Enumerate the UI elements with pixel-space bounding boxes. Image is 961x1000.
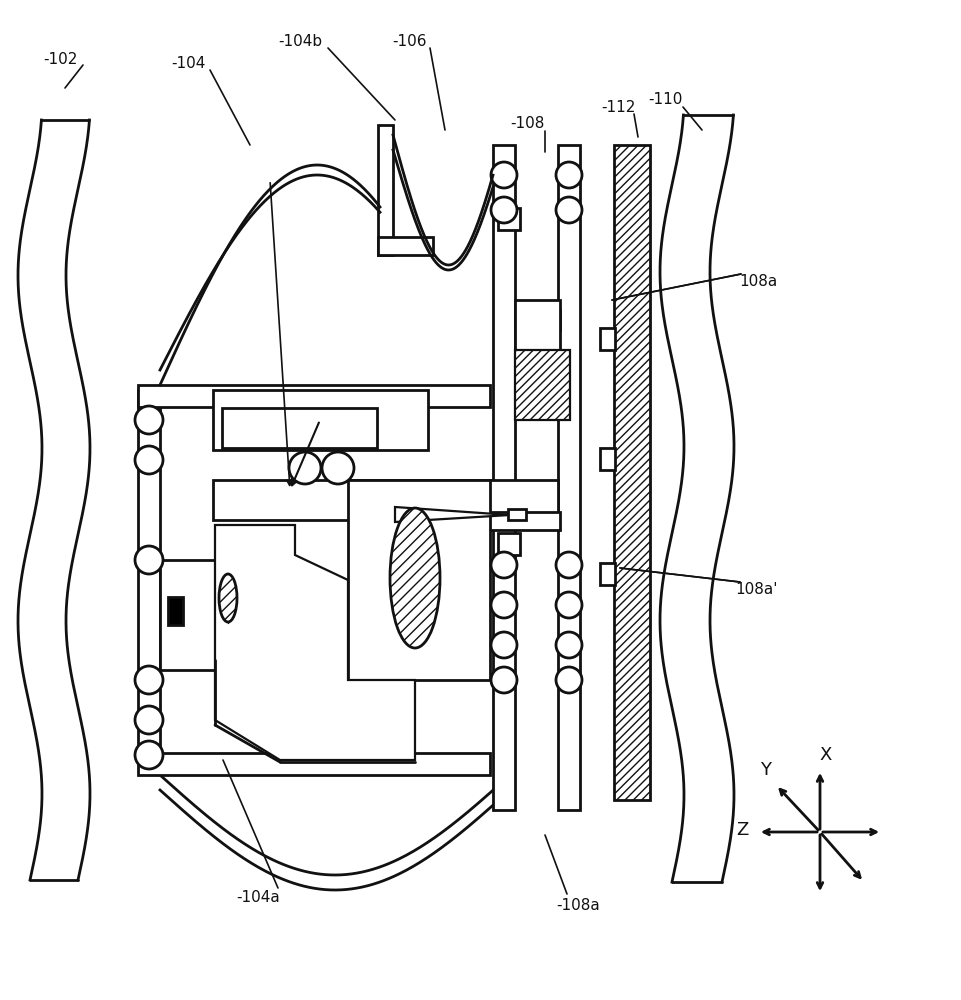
- Bar: [160, 560, 214, 670]
- Circle shape: [555, 197, 581, 223]
- Text: -108a: -108a: [555, 898, 600, 912]
- Circle shape: [135, 546, 162, 574]
- Bar: [212, 390, 428, 450]
- Bar: [613, 145, 650, 800]
- Circle shape: [555, 162, 581, 188]
- Circle shape: [135, 446, 162, 474]
- Bar: [600, 328, 614, 350]
- Circle shape: [555, 667, 581, 693]
- Bar: [212, 480, 557, 520]
- Circle shape: [555, 552, 581, 578]
- Bar: [514, 310, 559, 330]
- Bar: [498, 533, 520, 555]
- Bar: [492, 145, 514, 810]
- Text: -104: -104: [171, 55, 205, 70]
- Circle shape: [135, 666, 162, 694]
- Text: 108a': 108a': [735, 582, 777, 597]
- Ellipse shape: [389, 508, 439, 648]
- Bar: [137, 390, 160, 760]
- Text: -102: -102: [43, 52, 77, 68]
- Circle shape: [322, 452, 354, 484]
- Bar: [430, 512, 559, 530]
- Text: X: X: [819, 746, 831, 764]
- Circle shape: [490, 552, 516, 578]
- Bar: [378, 237, 432, 255]
- Ellipse shape: [219, 574, 236, 622]
- Bar: [507, 509, 526, 520]
- Circle shape: [490, 667, 516, 693]
- Bar: [348, 480, 489, 680]
- Circle shape: [490, 162, 516, 188]
- Polygon shape: [395, 507, 509, 522]
- Text: -108: -108: [509, 115, 544, 130]
- Text: -106: -106: [392, 34, 427, 49]
- Polygon shape: [214, 525, 414, 760]
- Bar: [137, 385, 489, 407]
- Bar: [222, 408, 377, 448]
- Bar: [600, 448, 614, 470]
- Text: -104a: -104a: [235, 890, 280, 906]
- Bar: [557, 145, 579, 810]
- Bar: [168, 597, 183, 625]
- Bar: [514, 300, 559, 350]
- Circle shape: [490, 632, 516, 658]
- Circle shape: [135, 741, 162, 769]
- Circle shape: [135, 706, 162, 734]
- Bar: [378, 125, 393, 255]
- Circle shape: [490, 592, 516, 618]
- Circle shape: [555, 632, 581, 658]
- Circle shape: [288, 452, 321, 484]
- Text: -110: -110: [647, 93, 681, 107]
- Text: -104b: -104b: [278, 34, 322, 49]
- Text: -112: -112: [601, 100, 634, 114]
- Bar: [600, 563, 614, 585]
- Bar: [498, 208, 520, 230]
- Bar: [137, 753, 489, 775]
- Text: Z: Z: [735, 821, 748, 839]
- Text: 108a: 108a: [738, 274, 776, 290]
- Circle shape: [135, 406, 162, 434]
- Circle shape: [490, 197, 516, 223]
- Circle shape: [555, 592, 581, 618]
- Text: Y: Y: [760, 761, 771, 779]
- Bar: [514, 350, 570, 420]
